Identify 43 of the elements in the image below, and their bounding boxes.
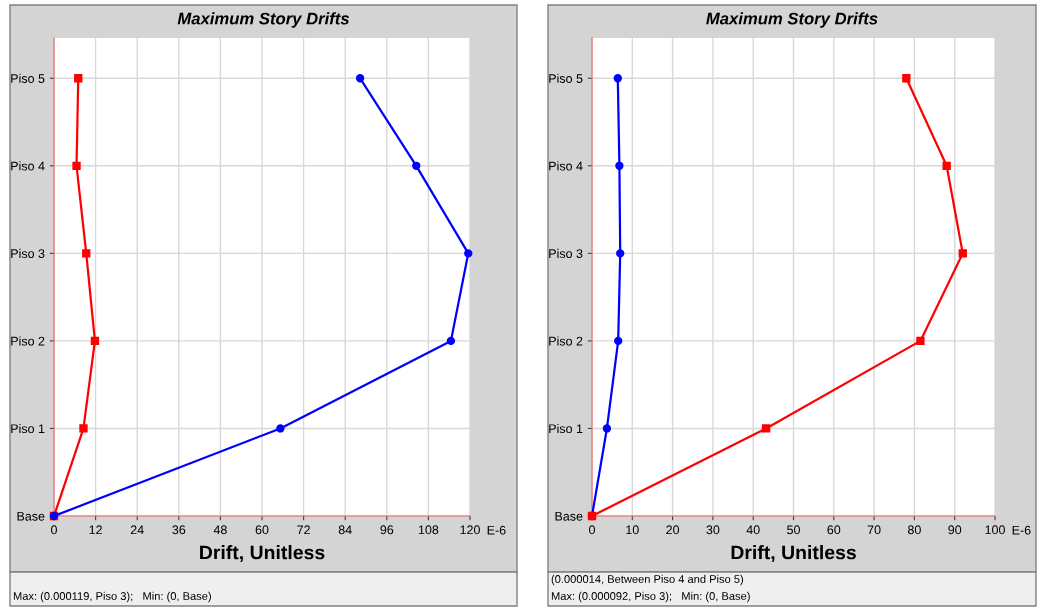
- text: E-6: [1012, 525, 1031, 535]
- x-tick-label: 24: [130, 525, 144, 535]
- x-tick-label: 70: [867, 525, 881, 535]
- y-tick-label: Piso 3: [549, 248, 583, 259]
- chart-title: Maximum Story Drifts: [706, 12, 878, 28]
- text: (0.000014, Between Piso 4 and Piso 5): [551, 574, 744, 586]
- x-tick-label: 20: [666, 525, 680, 535]
- y-tick-label: Piso 1: [549, 423, 583, 434]
- y-tick-label: Piso 4: [549, 161, 583, 171]
- y-tick-label: Piso 2: [11, 336, 45, 346]
- y-tick-label: Piso 1: [11, 423, 45, 434]
- y-tick-label: Piso 2: [549, 336, 583, 346]
- x-tick-label: 10: [626, 525, 639, 535]
- x-tick-label: 48: [213, 525, 227, 535]
- y-tick-label: Piso 4: [11, 161, 45, 171]
- chart-title: Maximum Story Drifts: [177, 12, 350, 28]
- x-tick-label: 36: [172, 525, 186, 535]
- x-tick-label: 108: [418, 525, 439, 535]
- text: Max: (0.000119, Piso 3); Min: (0, Base): [13, 591, 211, 603]
- x-tick-label: 60: [255, 525, 269, 535]
- text: Max: (0.000092, Piso 3); Min: (0, Base): [551, 591, 750, 603]
- y-tick-label: Piso 5: [11, 73, 45, 83]
- y-tick-label: Piso 5: [549, 73, 583, 83]
- x-tick-label: 50: [787, 525, 800, 535]
- x-tick-label: 80: [907, 525, 921, 535]
- text: E-6: [487, 525, 506, 535]
- x-tick-label: 40: [746, 525, 760, 535]
- x-tick-label: 84: [338, 525, 352, 535]
- x-tick-label: 60: [827, 525, 841, 535]
- x-axis-title: Drift, Unitless: [200, 545, 325, 563]
- x-tick-label: 100: [985, 525, 1005, 535]
- x-tick-label: 0: [51, 525, 57, 535]
- y-tick-label: Base: [555, 511, 583, 521]
- y-tick-label: Piso 3: [11, 248, 45, 259]
- x-axis-title: Drift, Unitless: [731, 545, 856, 563]
- x-tick-label: 120: [460, 525, 480, 535]
- x-tick-label: 96: [380, 525, 394, 535]
- x-tick-label: 72: [297, 525, 310, 535]
- x-tick-label: 90: [948, 525, 962, 535]
- x-tick-label: 30: [706, 525, 720, 535]
- x-tick-label: 12: [89, 525, 102, 535]
- y-tick-label: Base: [17, 511, 45, 521]
- x-tick-label: 0: [589, 525, 595, 535]
